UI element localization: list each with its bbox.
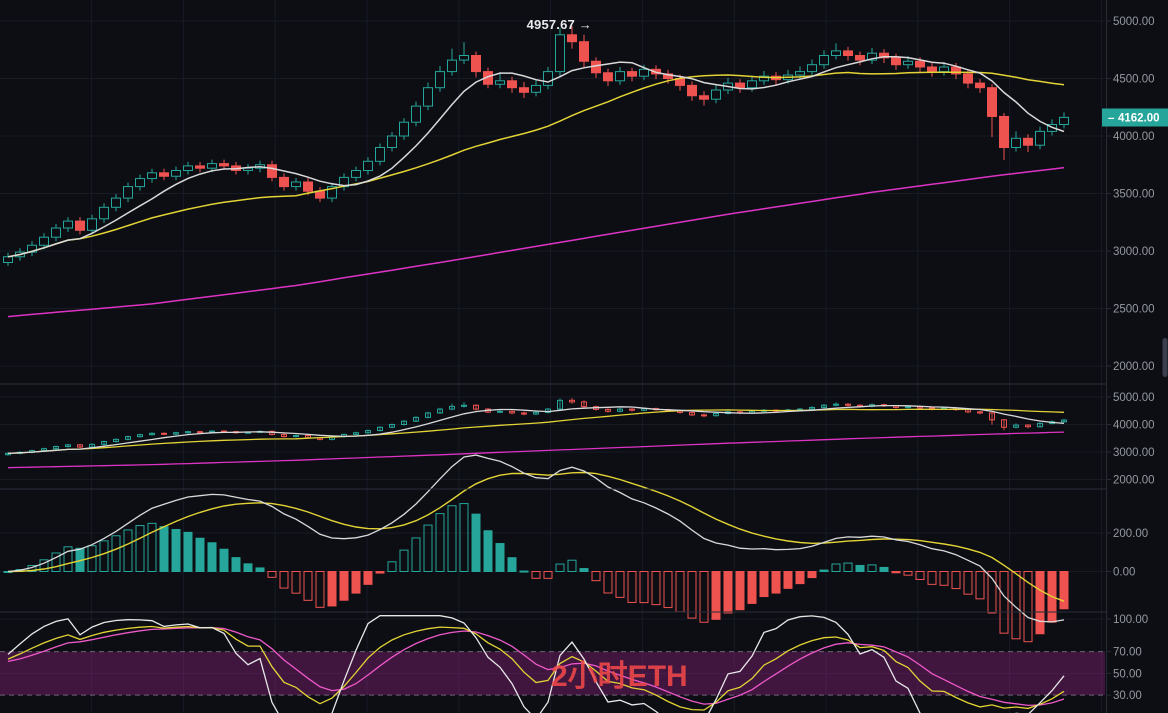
- axis-label: 50.00: [1113, 668, 1142, 680]
- grid-lines: [0, 0, 1105, 713]
- compressed-price-pane: [5, 398, 1067, 469]
- axis-label: 3500.00: [1113, 189, 1155, 201]
- axis-label: 5000.00: [1113, 392, 1155, 404]
- axis-label: 70.00: [1113, 647, 1142, 659]
- axis-scrollbar-thumb[interactable]: [1162, 338, 1168, 377]
- main-candles: [3, 25, 1069, 266]
- axis-label: 5000.00: [1113, 16, 1155, 28]
- last-price-tag: – 4162.00: [1102, 108, 1168, 127]
- price-axis[interactable]: 5000.00 4500.00 4000.00 3500.00 3000.00 2500.…: [1102, 0, 1168, 713]
- axis-label: 3000.00: [1113, 246, 1155, 258]
- axis-label: 2500.00: [1113, 304, 1155, 316]
- pane-dividers: [0, 383, 1168, 613]
- last-price-value: 4162.00: [1118, 113, 1160, 125]
- axis-label: 2000.00: [1113, 361, 1155, 373]
- axis-label: 30.00: [1113, 690, 1142, 702]
- last-price-tag-bg: [1102, 108, 1168, 127]
- axis-label: 4000.00: [1113, 420, 1155, 432]
- axis-label: 100.00: [1113, 614, 1148, 626]
- macd-lines: [7, 454, 1065, 623]
- axis-label: 200.00: [1113, 528, 1148, 540]
- main-moving-averages: [7, 56, 1065, 318]
- kdj-lines: [7, 615, 1065, 713]
- axis-label: 4000.00: [1113, 131, 1155, 143]
- axis-label: 4500.00: [1113, 74, 1155, 86]
- axis-label: 0.00: [1113, 567, 1135, 579]
- macd-histogram: [3, 503, 1069, 643]
- axis-labels: 5000.00 4500.00 4000.00 3500.00 3000.00 2500.…: [1106, 16, 1155, 702]
- axis-label: 3000.00: [1113, 447, 1155, 459]
- last-price-dash: –: [1108, 113, 1115, 125]
- axis-background: [1106, 0, 1168, 713]
- axis-label: 2000.00: [1113, 475, 1155, 487]
